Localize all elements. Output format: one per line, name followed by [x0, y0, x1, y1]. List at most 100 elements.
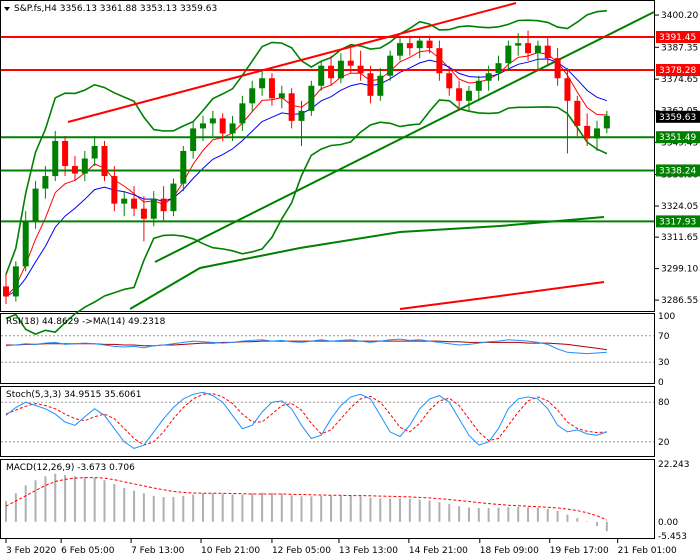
- level-price-label: 3338.24: [659, 166, 696, 176]
- candle: [131, 186, 138, 217]
- macd-histogram-bar: [507, 507, 510, 522]
- bollinger-lower: [5, 99, 608, 335]
- candle-body: [367, 73, 374, 96]
- rsi-tick-label: 30: [658, 358, 670, 368]
- candle-body: [377, 75, 384, 96]
- candle-body: [229, 123, 236, 134]
- macd-histogram-bar: [527, 507, 530, 522]
- stoch-k-line: [5, 391, 608, 449]
- rsi-tick-label: 100: [658, 312, 675, 322]
- macd-tick-label: 22.243: [658, 460, 690, 470]
- macd-histogram-bar: [221, 493, 224, 522]
- time-tick-label: 10 Feb 21:00: [201, 546, 260, 556]
- channel-lower-green: [129, 216, 605, 310]
- macd-panel[interactable]: [0, 459, 655, 539]
- candle-body: [328, 65, 335, 79]
- candle-body: [22, 221, 29, 267]
- time-tick-label: 7 Feb 13:00: [131, 546, 185, 556]
- macd-histogram-bar: [320, 495, 323, 522]
- macd-histogram-bar: [231, 494, 234, 522]
- candle-body: [259, 78, 266, 89]
- rsi-panel[interactable]: [0, 313, 655, 384]
- candle-body: [347, 60, 354, 66]
- macd-histogram-bar: [359, 496, 362, 522]
- collapse-arrow-icon[interactable]: [4, 7, 10, 11]
- candle-body: [268, 78, 275, 99]
- stoch-d-line: [5, 393, 607, 446]
- macd-histogram-bar: [54, 473, 57, 522]
- candle-body: [525, 43, 532, 54]
- candle-body: [200, 123, 206, 129]
- candle-body: [397, 43, 403, 56]
- candle-body: [239, 103, 246, 124]
- candle: [318, 60, 325, 91]
- macd-histogram-bar: [556, 510, 559, 522]
- macd-histogram-bar: [330, 495, 333, 522]
- rsi-tick-label: 70: [658, 332, 670, 342]
- main-panel[interactable]: [0, 0, 655, 312]
- macd-histogram-bar: [536, 507, 539, 522]
- candle: [81, 150, 88, 182]
- macd-histogram-bar: [182, 495, 185, 522]
- candle-body: [150, 198, 157, 219]
- macd-histogram-bar: [280, 493, 283, 522]
- macd-histogram-bar: [576, 518, 579, 522]
- macd-histogram-bar: [93, 477, 96, 522]
- price-tick-label: 3387.35: [661, 43, 698, 53]
- macd-histogram-bar: [497, 507, 500, 522]
- candle: [564, 68, 571, 154]
- macd-histogram-bar: [202, 493, 204, 522]
- candle: [180, 145, 187, 192]
- candle-body: [426, 40, 433, 49]
- macd-histogram-bar: [349, 495, 352, 522]
- candle: [525, 30, 532, 61]
- macd-histogram-bar: [5, 501, 7, 522]
- rsi-plot: [1, 335, 654, 363]
- candle-body: [180, 150, 187, 184]
- candle: [485, 65, 492, 91]
- candle: [160, 186, 167, 222]
- candle: [347, 48, 354, 74]
- candle: [387, 50, 394, 81]
- time-tick-label: 19 Feb 17:00: [550, 546, 609, 556]
- candle: [239, 95, 246, 131]
- candle: [436, 40, 443, 81]
- macd-tick-label: -5.453: [658, 532, 687, 542]
- candle-body: [121, 198, 128, 204]
- candle: [574, 95, 581, 136]
- candle-body: [584, 125, 591, 139]
- candle-body: [12, 266, 19, 297]
- price-axis: 3400.203387.353374.653362.053349.453336.…: [655, 11, 700, 542]
- macd-histogram-bar: [133, 490, 136, 522]
- ohlc-values: 3356.13 3361.88 3353.13 3359.63: [60, 4, 217, 14]
- macd-histogram-bar: [73, 476, 76, 522]
- candle: [121, 191, 128, 217]
- level-price-label: 3378.28: [659, 66, 696, 76]
- level-price-tag: [656, 164, 700, 177]
- rsi-label: RSI(18) 44.8629 ->MA(14) 49.2318: [6, 317, 166, 327]
- rsi-tick-label: 0: [658, 378, 664, 388]
- candle: [337, 53, 344, 84]
- macd-histogram-bar: [458, 506, 461, 522]
- candle-body: [308, 85, 315, 111]
- macd-histogram-bar: [270, 493, 273, 522]
- macd-histogram-bar: [113, 484, 116, 522]
- candle-body: [564, 78, 571, 101]
- candle: [475, 75, 482, 101]
- candle-body: [387, 55, 394, 76]
- macd-histogram-bar: [290, 495, 293, 522]
- candle-body: [219, 118, 226, 134]
- rsi-line: [5, 338, 607, 355]
- candle: [170, 178, 177, 217]
- candle-body: [505, 45, 512, 64]
- candle: [278, 85, 285, 109]
- macd-histogram-bar: [24, 485, 27, 522]
- candle: [544, 38, 551, 66]
- candle-body: [160, 198, 167, 212]
- candle: [140, 196, 147, 242]
- candle-body: [91, 145, 98, 159]
- macd-histogram-bar: [399, 498, 401, 522]
- macd-histogram-bar: [251, 493, 254, 522]
- time-tick-label: 14 Feb 21:00: [409, 546, 468, 556]
